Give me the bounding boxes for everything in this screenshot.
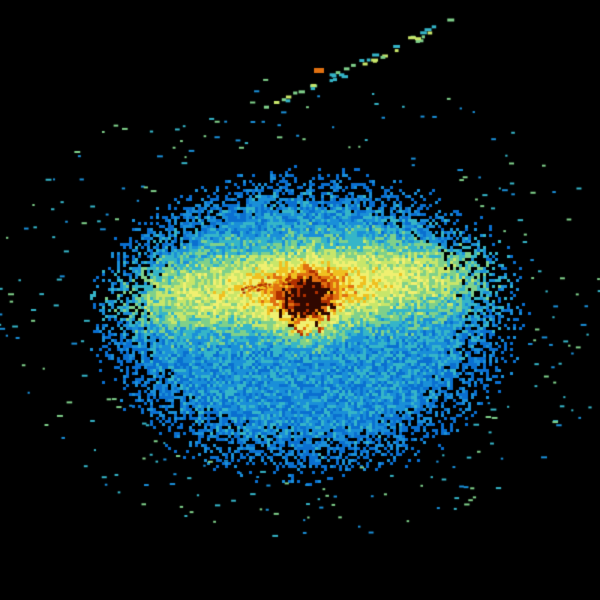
radar-image — [0, 0, 600, 600]
